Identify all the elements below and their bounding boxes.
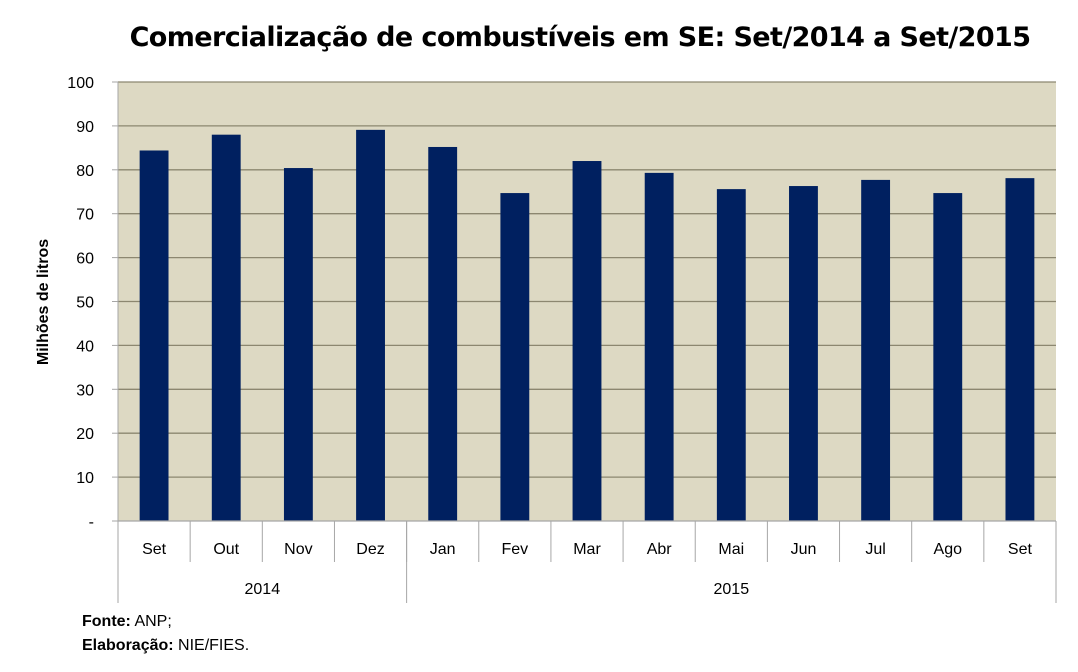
y-tick-label: 20 [76, 426, 94, 443]
y-tick-label: 30 [76, 382, 94, 399]
x-axis: Set Out Nov Dez Jan Fev Mar Abr Mai Jun Jul Ago Set 2… [117, 520, 1057, 603]
x-tick-label: Abr [647, 541, 673, 558]
x-group-label: 2015 [714, 581, 750, 598]
y-axis: - 10 20 30 40 50 60 70 80 90 100 [67, 75, 119, 531]
chart-title: Comercialização de combustíveis em SE: S… [129, 22, 1031, 53]
y-axis-label: Milhões de litros [35, 238, 52, 366]
source-label: Fonte: [82, 613, 131, 630]
source-note: Fonte: ANP; [82, 610, 249, 634]
x-tick-label: Dez [356, 541, 384, 558]
made-by-label: Elaboração: [82, 637, 174, 654]
bar [211, 134, 241, 521]
bar [1005, 178, 1035, 522]
made-by-value: NIE/FIES. [173, 637, 250, 654]
bar [500, 193, 530, 521]
x-tick-label: Fev [502, 541, 529, 558]
chart-notes: Fonte: ANP; Elaboração: NIE/FIES. [82, 610, 249, 658]
bar [644, 172, 674, 522]
y-tick-label: 100 [67, 75, 94, 92]
source-value: ANP; [130, 613, 172, 630]
y-tick-label: 60 [76, 251, 94, 268]
x-tick-label: Jun [791, 541, 817, 558]
bars [139, 129, 1035, 522]
x-tick-label: Mar [573, 541, 601, 558]
bar [356, 129, 385, 521]
x-tick-label: Set [142, 541, 167, 558]
x-tick-label: Ago [934, 541, 963, 558]
bar [283, 168, 313, 521]
y-tick-label: - [89, 514, 94, 531]
bar [139, 150, 169, 521]
bar [716, 189, 746, 521]
bar [933, 193, 963, 521]
y-tick-label: 90 [76, 119, 94, 136]
x-group-label: 2014 [245, 581, 281, 598]
bar [572, 161, 602, 521]
x-tick-label: Jan [430, 541, 456, 558]
bar [789, 186, 818, 521]
y-tick-label: 10 [76, 470, 94, 487]
bar [861, 179, 891, 521]
y-tick-label: 50 [76, 295, 94, 312]
y-tick-label: 40 [76, 338, 94, 355]
bar [428, 146, 458, 522]
y-tick-label: 80 [76, 163, 94, 180]
made-by-note: Elaboração: NIE/FIES. [82, 634, 249, 658]
x-tick-label: Set [1008, 541, 1033, 558]
x-tick-label: Mai [718, 541, 744, 558]
x-tick-label: Nov [284, 541, 312, 558]
x-tick-label: Out [213, 541, 239, 558]
x-tick-label: Jul [865, 541, 885, 558]
y-tick-label: 70 [76, 207, 94, 224]
